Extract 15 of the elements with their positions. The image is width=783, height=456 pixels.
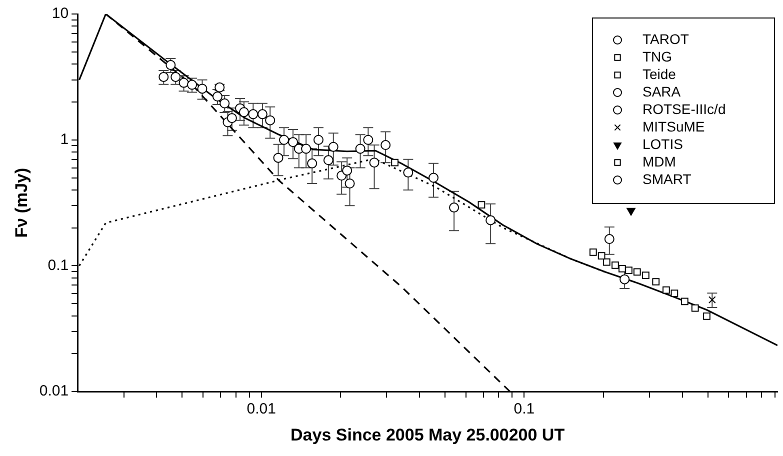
legend-label: ROTSE-IIIc/d	[642, 100, 726, 117]
legend-label: Teide	[642, 66, 676, 82]
legend-label: TAROT	[642, 30, 690, 47]
legend-label: MITSuME	[642, 118, 705, 134]
legend-label: LOTIS	[642, 136, 683, 152]
y-tick-label: 0.01	[39, 382, 69, 400]
x-axis-title: Days Since 2005 May 25.00200 UT	[290, 425, 566, 444]
legend-label: MDM	[642, 153, 676, 170]
y-tick-label: 0.1	[48, 256, 69, 274]
legend-label: SMART	[642, 170, 692, 187]
y-tick-label: 1	[60, 131, 69, 148]
y-axis-title: Fν (mJy)	[12, 168, 31, 238]
legend-label: SARA	[642, 83, 682, 100]
y-tick-label: 10	[52, 5, 69, 22]
legend-label: TNG	[642, 48, 672, 64]
